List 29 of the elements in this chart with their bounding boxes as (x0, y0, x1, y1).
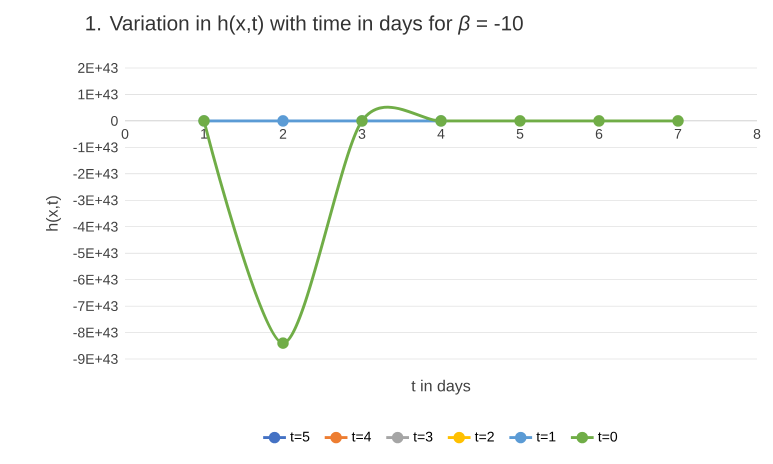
y-tick-label: 2E+43 (78, 63, 118, 73)
x-tick-label: 5 (516, 128, 524, 139)
y-tick-label: -3E+43 (73, 195, 118, 206)
x-tick-label: 2 (280, 128, 286, 139)
legend-label: t=5 (290, 432, 310, 442)
x-tick-label: 7 (674, 128, 682, 139)
y-tick-label: -4E+43 (73, 222, 118, 232)
y-tick-label: -1E+43 (73, 142, 118, 152)
y-tick-label: -5E+43 (73, 248, 118, 258)
x-tick-label: 4 (437, 128, 444, 139)
y-tick-label: -8E+43 (73, 328, 118, 338)
x-tick-label: 6 (596, 128, 602, 139)
x-tick-label: 8 (754, 128, 760, 139)
y-tick-label: -7E+43 (73, 301, 118, 312)
x-tick-label: 0 (122, 128, 128, 139)
y-tick-label: -2E+43 (73, 168, 118, 179)
legend-label: t=0 (598, 432, 618, 442)
x-tick-label: 3 (358, 128, 366, 139)
legend-label: t=4 (352, 432, 372, 442)
y-tick-label: -6E+43 (73, 274, 118, 285)
y-tick-label: 0 (111, 116, 118, 126)
x-axis-title: t in days (411, 380, 470, 395)
chart-title: 1. Variation in h(x,t) with time in days for β = -10 (86, 15, 523, 35)
legend-label: t=2 (474, 432, 494, 442)
y-tick-label: 1E+43 (78, 90, 118, 100)
y-tick-label: -9E+43 (73, 354, 118, 364)
y-axis-title: h(x,t) (46, 196, 61, 231)
legend-label: t=3 (413, 432, 432, 442)
legend-label: t=1 (536, 432, 556, 442)
